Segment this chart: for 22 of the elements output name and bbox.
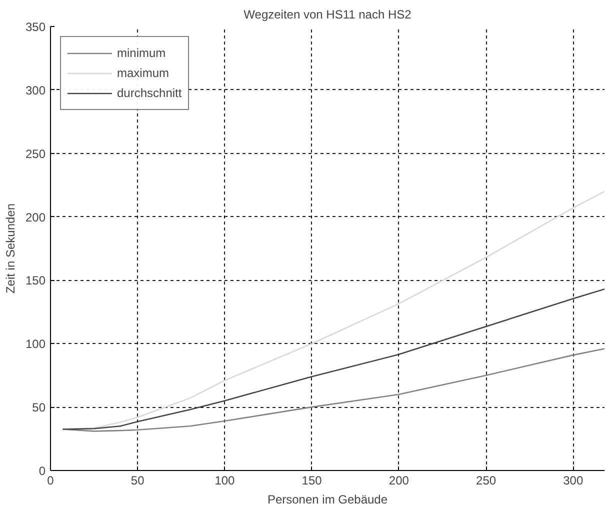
x-tick-label: 100: [214, 474, 236, 488]
x-axis-title: Personen im Gebäude: [267, 492, 388, 506]
y-tick-label: 150: [25, 274, 46, 288]
x-tick-label: 300: [563, 474, 584, 488]
x-tick-label: 0: [47, 474, 54, 488]
y-tick-label: 350: [25, 20, 46, 34]
chart-title: Wegzeiten von HS11 nach HS2: [244, 8, 412, 22]
legend-label: minimum: [117, 45, 166, 61]
y-tick-label: 50: [32, 400, 46, 415]
legend-label: maximum: [117, 65, 170, 81]
legend-label: durchschnitt: [117, 85, 182, 101]
y-tick-label: 100: [25, 337, 46, 352]
y-tick-label: 0: [38, 464, 46, 478]
x-tick-label: 200: [388, 474, 410, 488]
x-tick-label: 250: [476, 474, 496, 488]
x-tick-label: 50: [130, 474, 145, 488]
y-tick-label: 250: [25, 146, 46, 161]
y-tick-label: 300: [25, 83, 46, 98]
line-series: [62, 288, 604, 430]
x-tick-label: 150: [302, 474, 322, 488]
y-tick-label: 200: [25, 210, 46, 224]
y-axis-title: Zeit in Sekunden: [3, 203, 18, 294]
